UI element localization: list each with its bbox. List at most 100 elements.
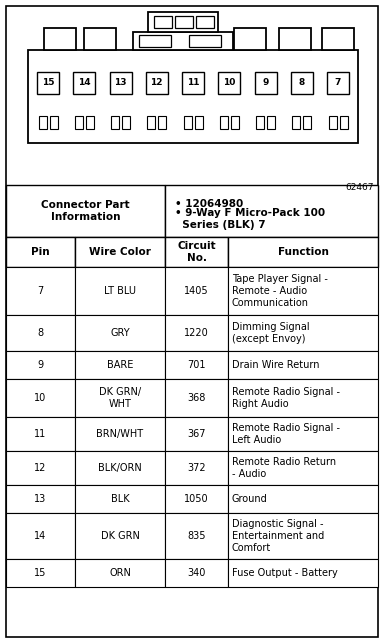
Text: BLK: BLK — [111, 494, 129, 504]
Text: 15: 15 — [42, 78, 54, 87]
Text: Tape Player Signal -
Remote - Audio
Communication: Tape Player Signal - Remote - Audio Comm… — [232, 275, 328, 307]
Text: 372: 372 — [187, 463, 206, 473]
Text: BLK/ORN: BLK/ORN — [98, 463, 142, 473]
Text: Wire Color: Wire Color — [89, 247, 151, 257]
Bar — [6, 559, 75, 587]
Bar — [158, 116, 166, 129]
Text: 11: 11 — [187, 78, 199, 87]
Bar — [165, 237, 228, 267]
Bar — [122, 116, 130, 129]
Text: Connector Part
Information: Connector Part Information — [41, 200, 130, 222]
Bar — [38, 116, 46, 129]
Bar — [6, 267, 75, 315]
Bar — [75, 417, 165, 451]
Bar — [165, 379, 228, 417]
Bar — [6, 379, 75, 417]
Bar — [75, 351, 165, 379]
Text: GRY: GRY — [110, 328, 130, 338]
Text: • 12064980: • 12064980 — [175, 199, 243, 209]
Text: 12: 12 — [34, 463, 47, 473]
Text: 62467: 62467 — [346, 183, 374, 192]
Text: Fuse Output - Battery: Fuse Output - Battery — [232, 568, 338, 578]
Bar — [267, 116, 275, 129]
Text: Remote Radio Signal -
Left Audio: Remote Radio Signal - Left Audio — [232, 423, 340, 445]
Bar — [228, 267, 378, 315]
Bar — [328, 116, 336, 129]
Bar — [6, 351, 75, 379]
Bar — [165, 559, 228, 587]
Bar — [6, 237, 75, 267]
Bar — [292, 116, 300, 129]
Bar — [228, 485, 378, 513]
Text: 368: 368 — [187, 393, 206, 403]
Text: 14: 14 — [78, 78, 91, 87]
Bar — [73, 71, 95, 93]
Bar — [255, 71, 276, 93]
Bar — [154, 16, 172, 28]
Bar — [37, 71, 59, 93]
Bar — [339, 116, 348, 129]
Bar — [75, 379, 165, 417]
Text: 14: 14 — [35, 531, 46, 541]
Bar — [228, 559, 378, 587]
Bar — [291, 71, 313, 93]
Bar — [228, 451, 378, 485]
Text: LT BLU: LT BLU — [104, 286, 136, 296]
Bar — [228, 237, 378, 267]
Text: 8: 8 — [37, 328, 43, 338]
Bar — [196, 16, 214, 28]
Bar — [182, 71, 204, 93]
Text: Drain Wire Return: Drain Wire Return — [232, 360, 319, 370]
Text: 367: 367 — [187, 429, 206, 439]
Bar — [303, 116, 311, 129]
Text: BRN/WHT: BRN/WHT — [96, 429, 144, 439]
Bar — [6, 485, 75, 513]
Bar — [165, 267, 228, 315]
Bar — [234, 28, 266, 50]
Bar — [165, 417, 228, 451]
Text: 10: 10 — [35, 393, 46, 403]
Bar — [75, 315, 165, 351]
Bar — [6, 185, 165, 237]
Bar — [75, 237, 165, 267]
Bar — [147, 116, 155, 129]
Text: DK GRN/
WHT: DK GRN/ WHT — [99, 387, 141, 409]
Bar — [75, 451, 165, 485]
Text: ORN: ORN — [109, 568, 131, 578]
Text: 7: 7 — [37, 286, 44, 296]
Text: Function: Function — [278, 247, 328, 257]
Text: 13: 13 — [114, 78, 127, 87]
Text: Pin: Pin — [31, 247, 50, 257]
Text: 15: 15 — [34, 568, 47, 578]
Bar — [327, 71, 349, 93]
Bar — [148, 12, 218, 32]
Bar — [256, 116, 264, 129]
Bar — [75, 485, 165, 513]
Bar — [175, 16, 193, 28]
Text: 835: 835 — [187, 531, 206, 541]
Text: 1220: 1220 — [184, 328, 209, 338]
Text: 11: 11 — [35, 429, 46, 439]
Bar — [6, 417, 75, 451]
Text: Remote Radio Signal -
Right Audio: Remote Radio Signal - Right Audio — [232, 387, 340, 409]
Text: 8: 8 — [299, 78, 305, 87]
Bar — [28, 50, 358, 143]
Text: 12: 12 — [151, 78, 163, 87]
Bar — [228, 351, 378, 379]
Bar — [218, 71, 240, 93]
Text: 13: 13 — [35, 494, 46, 504]
Bar — [86, 116, 94, 129]
Bar — [75, 267, 165, 315]
Text: Remote Radio Return
- Audio: Remote Radio Return - Audio — [232, 457, 336, 479]
Bar — [50, 116, 58, 129]
Bar — [184, 116, 192, 129]
Bar — [133, 32, 233, 50]
Bar — [165, 185, 378, 237]
Bar — [6, 451, 75, 485]
Text: 340: 340 — [187, 568, 206, 578]
Text: 1405: 1405 — [184, 286, 209, 296]
Bar — [279, 28, 311, 50]
Bar — [231, 116, 239, 129]
Text: Diagnostic Signal -
Entertainment and
Comfort: Diagnostic Signal - Entertainment and Co… — [232, 520, 324, 552]
Text: DK GRN: DK GRN — [101, 531, 139, 541]
